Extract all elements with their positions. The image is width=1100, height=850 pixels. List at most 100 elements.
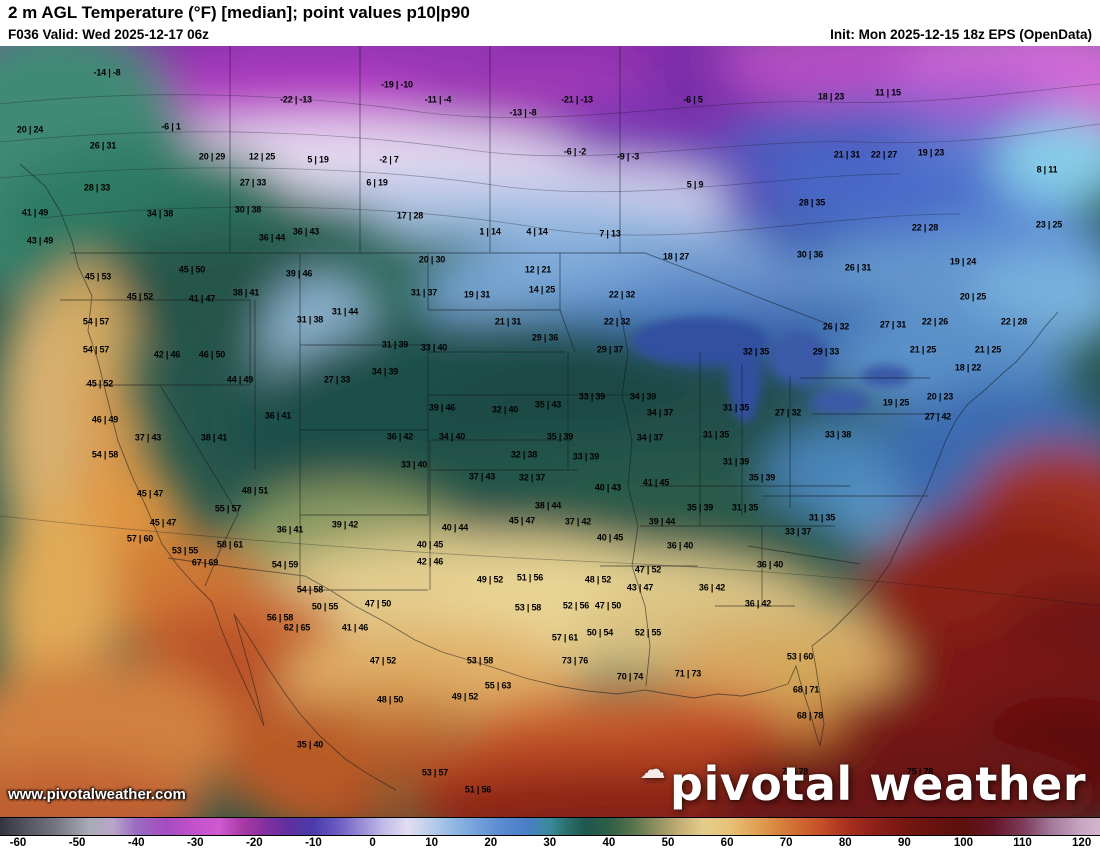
point-value: 54 | 57 (82, 344, 110, 355)
point-value: 67 | 69 (191, 557, 219, 568)
point-value: 43 | 49 (26, 235, 54, 246)
point-value: 45 | 47 (508, 515, 536, 526)
point-value: 27 | 42 (924, 411, 952, 422)
point-value: 54 | 58 (296, 584, 324, 595)
watermark-url: www.pivotalweather.com (8, 786, 186, 803)
point-value: 30 | 38 (234, 204, 262, 215)
point-value: 35 | 40 (296, 739, 324, 750)
colorbar-tick: -10 (305, 837, 322, 849)
colorbar-tick: 0 (369, 837, 376, 849)
temperature-map[interactable]: -14 | -8 -22 | -13 -19 | -10 -11 | -4 -13 | … (0, 46, 1100, 817)
point-value: 31 | 35 (808, 512, 836, 523)
point-value: 54 | 59 (271, 559, 299, 570)
point-value: 52 | 55 (634, 627, 662, 638)
point-value: 57 | 61 (551, 632, 579, 643)
great-lakes (632, 317, 911, 423)
point-value: 19 | 24 (949, 256, 977, 267)
point-value: 49 | 52 (476, 574, 504, 585)
point-value: 54 | 57 (82, 316, 110, 327)
point-value: 19 | 25 (882, 397, 910, 408)
point-value: 49 | 52 (451, 691, 479, 702)
point-value: 48 | 51 (241, 485, 269, 496)
point-value: 41 | 47 (188, 293, 216, 304)
point-value: 70 | 74 (616, 671, 644, 682)
point-value: 51 | 56 (464, 784, 492, 795)
colorbar-tick: -60 (9, 837, 27, 849)
point-value: -6 | 5 (683, 94, 703, 105)
point-value: 33 | 40 (400, 459, 428, 470)
point-value: 31 | 44 (331, 306, 359, 317)
point-value: 20 | 29 (198, 151, 226, 162)
point-value: 34 | 39 (371, 366, 399, 377)
point-value: 37 | 43 (134, 432, 162, 443)
colorbar-tick: 80 (838, 837, 852, 849)
point-value: 26 | 31 (89, 140, 117, 151)
point-value: 29 | 36 (531, 332, 559, 343)
point-value: 53 | 58 (514, 602, 542, 613)
brand-text: pivotal weather (670, 757, 1086, 811)
point-value: 53 | 57 (421, 767, 449, 778)
point-value: 32 | 35 (742, 346, 770, 357)
colorbar-tick: 70 (779, 837, 793, 849)
colorbar-ticks: -60 -50 -40 -30 -20 -10 0 10 20 30 40 50 60 70 80 90 100… (0, 836, 1100, 850)
map-title: 2 m AGL Temperature (°F) [median]; point… (8, 3, 470, 22)
point-value: 36 | 40 (666, 540, 694, 551)
point-value: 27 | 33 (323, 374, 351, 385)
point-value: 32 | 38 (510, 449, 538, 460)
point-value: 31 | 39 (381, 339, 409, 350)
point-value: 47 | 50 (364, 598, 392, 609)
point-value: 21 | 25 (909, 344, 937, 355)
point-value: -22 | -13 (280, 94, 312, 105)
point-value: -13 | -8 (509, 107, 537, 118)
point-value: 27 | 31 (879, 319, 907, 330)
point-value: 28 | 35 (798, 197, 826, 208)
point-value: 20 | 24 (16, 124, 44, 135)
point-value: 45 | 50 (178, 264, 206, 275)
point-value: 53 | 55 (171, 545, 199, 556)
point-value: 22 | 28 (911, 222, 939, 233)
point-value: 36 | 41 (276, 524, 304, 535)
point-value: 47 | 50 (594, 600, 622, 611)
point-value: 20 | 23 (926, 391, 954, 402)
point-value: 18 | 27 (662, 251, 690, 262)
point-value: 12 | 21 (524, 264, 552, 275)
point-value: 33 | 39 (578, 391, 606, 402)
colorbar-tick: 40 (602, 837, 616, 849)
point-value: 20 | 25 (959, 291, 987, 302)
state-borders (19, 46, 1059, 791)
point-value: 44 | 49 (226, 374, 254, 385)
colorbar-tick: -40 (127, 837, 145, 849)
point-value: 40 | 44 (441, 522, 469, 533)
point-value: 37 | 43 (468, 471, 496, 482)
point-value: 57 | 60 (126, 533, 154, 544)
point-value: -2 | 7 (379, 154, 399, 165)
point-value: 50 | 55 (311, 601, 339, 612)
point-value: 36 | 44 (258, 232, 286, 243)
point-value: 45 | 47 (136, 488, 164, 499)
point-value: 71 | 73 (674, 668, 702, 679)
brand-logo: ☁pivotal weather (640, 755, 1086, 811)
contour-lines (0, 83, 1100, 607)
point-value: 36 | 41 (264, 410, 292, 421)
point-value: 41 | 46 (341, 622, 369, 633)
point-value: 34 | 37 (636, 432, 664, 443)
point-value: 11 | 15 (875, 87, 901, 98)
point-value: 40 | 45 (416, 539, 444, 550)
point-value: 53 | 60 (786, 651, 814, 662)
point-value: 8 | 11 (1036, 164, 1058, 175)
point-value: 39 | 46 (428, 402, 456, 413)
map-subheader: F036 Valid: Wed 2025-12-17 06z Init: Mon… (8, 27, 1092, 42)
point-value: 46 | 49 (91, 414, 119, 425)
point-value: 35 | 39 (546, 431, 574, 442)
point-value: 35 | 43 (534, 399, 562, 410)
point-value: 22 | 28 (1000, 316, 1028, 327)
point-value: 31 | 39 (722, 456, 750, 467)
colorbar-tick: -20 (246, 837, 263, 849)
point-value: 40 | 45 (596, 532, 624, 543)
point-value: 35 | 39 (686, 502, 714, 513)
point-value: 33 | 39 (572, 451, 600, 462)
point-value: 27 | 33 (239, 177, 267, 188)
point-value: 74 | 78 (781, 766, 809, 777)
colorbar (0, 817, 1100, 836)
valid-time-label: F036 Valid: Wed 2025-12-17 06z (8, 27, 209, 42)
